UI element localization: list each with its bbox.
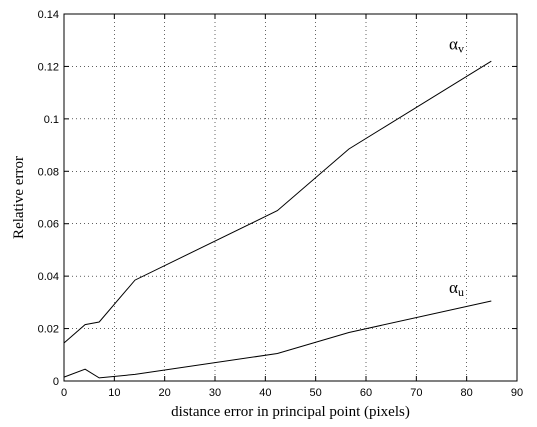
grid-lines [64, 14, 517, 381]
x-tick-label: 0 [61, 387, 67, 399]
x-axis-label: distance error in principal point (pixel… [171, 404, 410, 420]
y-tick-label: 0 [53, 376, 59, 388]
y-tick-label: 0.12 [38, 61, 59, 73]
plot-area-frame [63, 13, 518, 382]
x-tick-label: 20 [159, 387, 171, 399]
series-labels: αv αu [449, 34, 464, 299]
y-axis-label: Relative error [11, 156, 27, 239]
series-line-alpha-u [63, 300, 492, 379]
y-tick-label: 0.06 [38, 219, 59, 231]
x-tick-label: 50 [310, 387, 322, 399]
y-tick-label: 0.14 [38, 9, 59, 21]
x-tick-label: 30 [209, 387, 221, 399]
y-tick-label: 0.1 [44, 114, 59, 126]
y-tick-label: 0.04 [38, 271, 59, 283]
axis-ticks: 0 10 20 30 40 50 60 70 80 90 0 0.02 0.04 0.06 0.08 0.1 0… [38, 9, 524, 399]
x-tick-label: 70 [410, 387, 422, 399]
x-tick-label: 40 [259, 387, 271, 399]
x-tick-label: 10 [108, 387, 120, 399]
x-tick-label: 80 [461, 387, 473, 399]
series-label-alpha-u: αu [449, 278, 464, 299]
series-lines [63, 60, 492, 379]
x-tick-label: 90 [511, 387, 523, 399]
y-tick-label: 0.08 [38, 166, 59, 178]
y-tick-label: 0.02 [38, 324, 59, 336]
series-line-alpha-v [63, 60, 492, 344]
x-tick-label: 60 [360, 387, 372, 399]
series-label-alpha-v: αv [449, 34, 464, 55]
